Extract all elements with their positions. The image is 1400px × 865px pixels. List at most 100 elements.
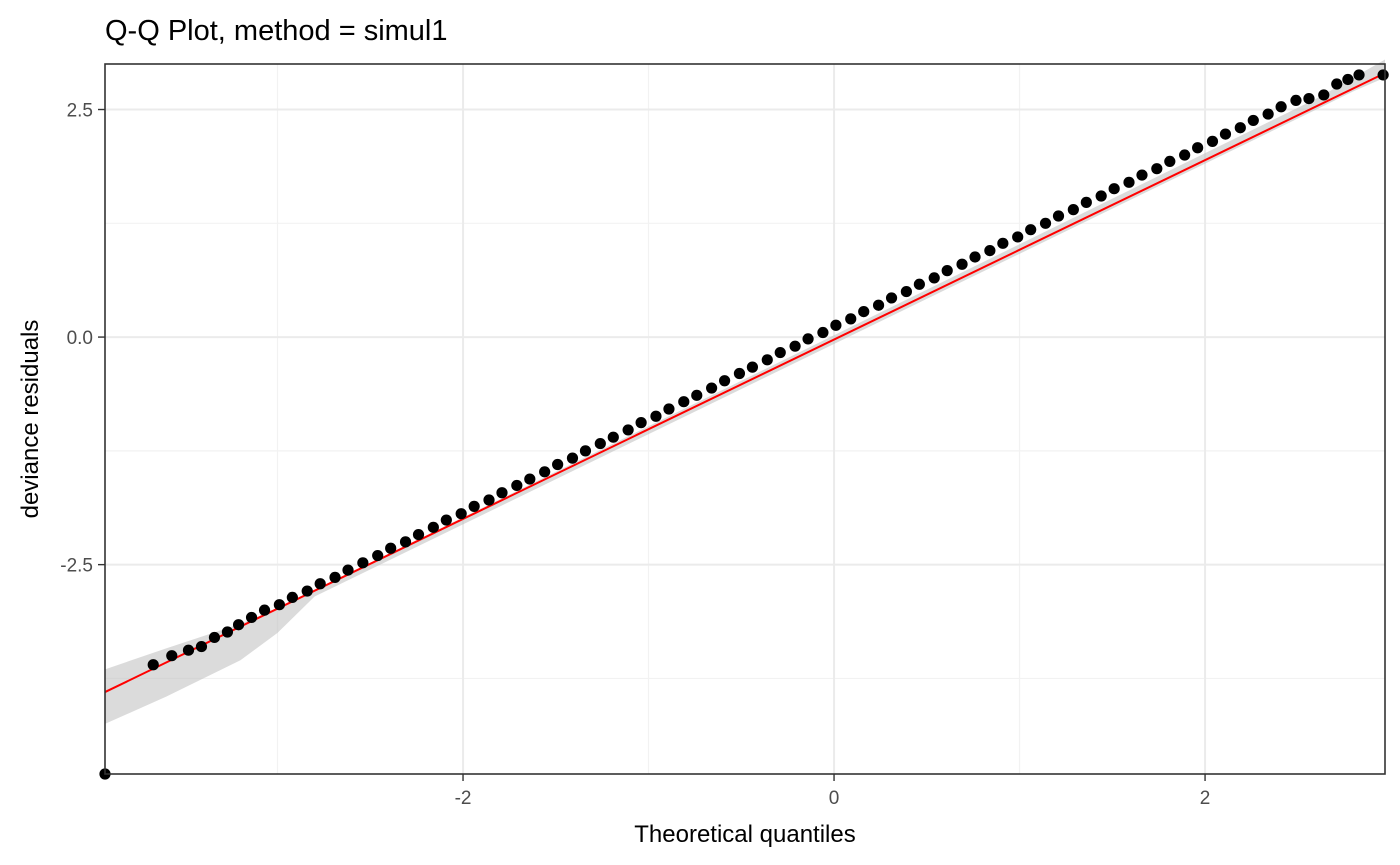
data-point: [830, 319, 842, 331]
data-point: [858, 305, 870, 318]
data-point: [997, 237, 1009, 249]
data-point: [1136, 169, 1148, 181]
y-axis-ticks: -2.5 0.0 2.5: [60, 101, 105, 577]
data-point: [761, 354, 773, 366]
panel-border: [104, 63, 1386, 775]
data-point: [1039, 217, 1052, 229]
data-point: [1192, 142, 1204, 154]
data-point: [1234, 122, 1246, 134]
data-point: [607, 431, 619, 443]
data-point: [1164, 155, 1176, 167]
data-point: [1331, 78, 1343, 90]
data-point: [622, 424, 634, 436]
data-point: [195, 640, 208, 653]
data-point: [301, 585, 313, 597]
data-point: [1342, 73, 1354, 86]
data-point: [941, 265, 953, 277]
simulation-envelope: [105, 59, 1385, 724]
data-point: [511, 479, 523, 492]
data-point: [789, 340, 801, 352]
data-point: [1151, 163, 1163, 175]
data-point: [342, 564, 354, 576]
data-point: [1052, 210, 1065, 222]
x-axis-title: Theoretical quantiles: [634, 821, 855, 848]
data-point: [1108, 183, 1120, 195]
data-point: [427, 521, 439, 533]
data-point: [1219, 128, 1232, 140]
data-point: [678, 396, 690, 408]
data-point: [1377, 69, 1389, 81]
data-point: [147, 659, 159, 671]
chart-title: Q-Q Plot, method = simul1: [105, 15, 448, 47]
data-point: [733, 367, 746, 380]
data-point: [166, 650, 178, 662]
grid-minor: [105, 64, 1385, 774]
data-point: [1080, 196, 1092, 208]
data-point: [900, 285, 912, 298]
data-point: [1206, 135, 1219, 147]
data-point: [468, 500, 480, 512]
y-tick-label: 2.5: [67, 101, 93, 122]
data-point: [412, 529, 425, 541]
data-point: [552, 458, 564, 471]
data-point: [969, 251, 981, 263]
data-point: [208, 631, 221, 644]
grid-major: [105, 64, 1385, 774]
data-point: [718, 375, 731, 387]
data-point: [691, 389, 703, 401]
data-point: [483, 494, 495, 506]
data-point: [286, 591, 298, 604]
data-point: [663, 403, 675, 415]
data-point: [440, 514, 452, 526]
data-point: [258, 604, 271, 616]
data-point: [232, 619, 245, 631]
y-tick-label: 0.0: [67, 328, 93, 349]
data-point: [1303, 92, 1315, 105]
data-point: [913, 278, 925, 290]
data-point: [635, 417, 647, 429]
data-point: [928, 272, 940, 284]
data-point: [539, 466, 551, 478]
data-point: [455, 508, 467, 520]
data-point: [273, 599, 285, 611]
data-point: [706, 382, 718, 394]
data-point: [1318, 89, 1330, 101]
data-point: [1179, 149, 1191, 161]
data-point: [314, 578, 326, 590]
data-point: [245, 611, 258, 624]
y-axis-title: deviance residuals: [17, 320, 44, 519]
data-point: [399, 536, 412, 548]
data-point: [329, 571, 341, 583]
data-point: [1247, 114, 1259, 127]
data-point: [1095, 190, 1107, 202]
data-point: [594, 437, 606, 450]
data-point: [1353, 69, 1365, 81]
data-point: [774, 346, 786, 359]
data-point: [385, 542, 397, 554]
data-point: [579, 445, 592, 457]
data-point: [956, 258, 968, 270]
data-point: [885, 292, 898, 304]
data-point: [872, 299, 885, 311]
points-layer: [99, 69, 1389, 780]
x-tick-label: 2: [1200, 788, 1211, 809]
data-point: [845, 313, 857, 325]
data-point: [817, 326, 829, 339]
data-point: [1025, 224, 1037, 236]
data-point: [802, 333, 814, 345]
y-tick-label: -2.5: [60, 556, 93, 577]
data-point: [1067, 204, 1079, 216]
data-point: [746, 361, 759, 373]
data-point: [566, 452, 579, 464]
data-point: [357, 557, 369, 569]
x-tick-label: -2: [455, 788, 472, 809]
data-point: [1012, 231, 1024, 243]
x-axis-ticks: -2 0 2: [455, 774, 1211, 809]
data-point: [1123, 176, 1135, 188]
data-point: [182, 644, 195, 656]
data-point: [1275, 101, 1287, 113]
envelope-band: [105, 59, 1385, 724]
data-point: [1290, 94, 1302, 107]
data-point: [1262, 108, 1274, 120]
